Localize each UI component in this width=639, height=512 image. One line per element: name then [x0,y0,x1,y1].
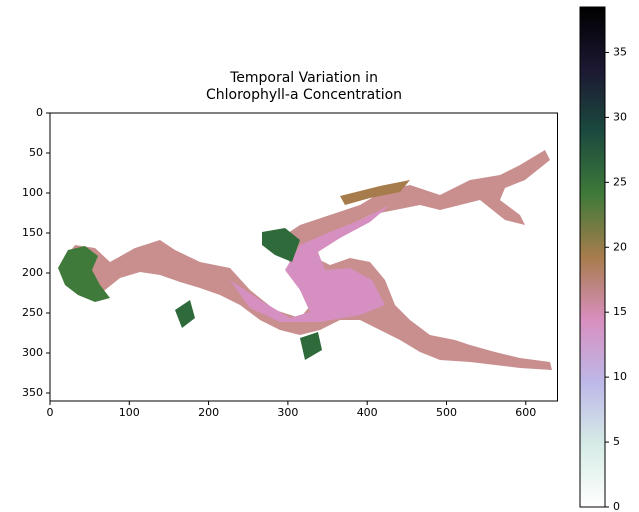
x-tick-label: 100 [119,406,140,419]
colorbar-tick-label: 35 [613,45,627,58]
lake-green-west [58,246,110,302]
plot-frame [49,112,558,402]
y-tick-label: 0 [36,106,43,119]
y-tick-label: 250 [22,306,43,319]
lake-arm-east [340,180,410,205]
x-tick-label: 0 [47,406,54,419]
colorbar-tick-label: 0 [613,500,620,512]
colorbar-tick-label: 15 [613,305,627,318]
y-tick-label: 50 [29,146,43,159]
colorbar [579,6,606,508]
lake-shallow [230,205,390,322]
y-tick-label: 100 [22,186,43,199]
colorbar-tick-label: 30 [613,110,627,123]
colorbar-tick-label: 10 [613,370,627,383]
y-tick-label: 150 [22,226,43,239]
x-tick-label: 200 [198,406,219,419]
lake-image [58,150,552,370]
x-tick-label: 600 [515,406,536,419]
y-tick-label: 200 [22,266,43,279]
colorbar-tick-label: 20 [613,240,627,253]
lake-green-center [175,228,322,360]
y-tick-label: 300 [22,346,43,359]
chart-title: Temporal Variation in Chlorophyll-a Conc… [205,70,403,103]
colorbar-tick-label: 25 [613,175,627,188]
colorbar-tick-label: 5 [613,435,620,448]
x-tick-label: 300 [277,406,298,419]
x-tick-label: 400 [357,406,378,419]
y-tick-label: 350 [22,386,43,399]
x-tick-label: 500 [436,406,457,419]
